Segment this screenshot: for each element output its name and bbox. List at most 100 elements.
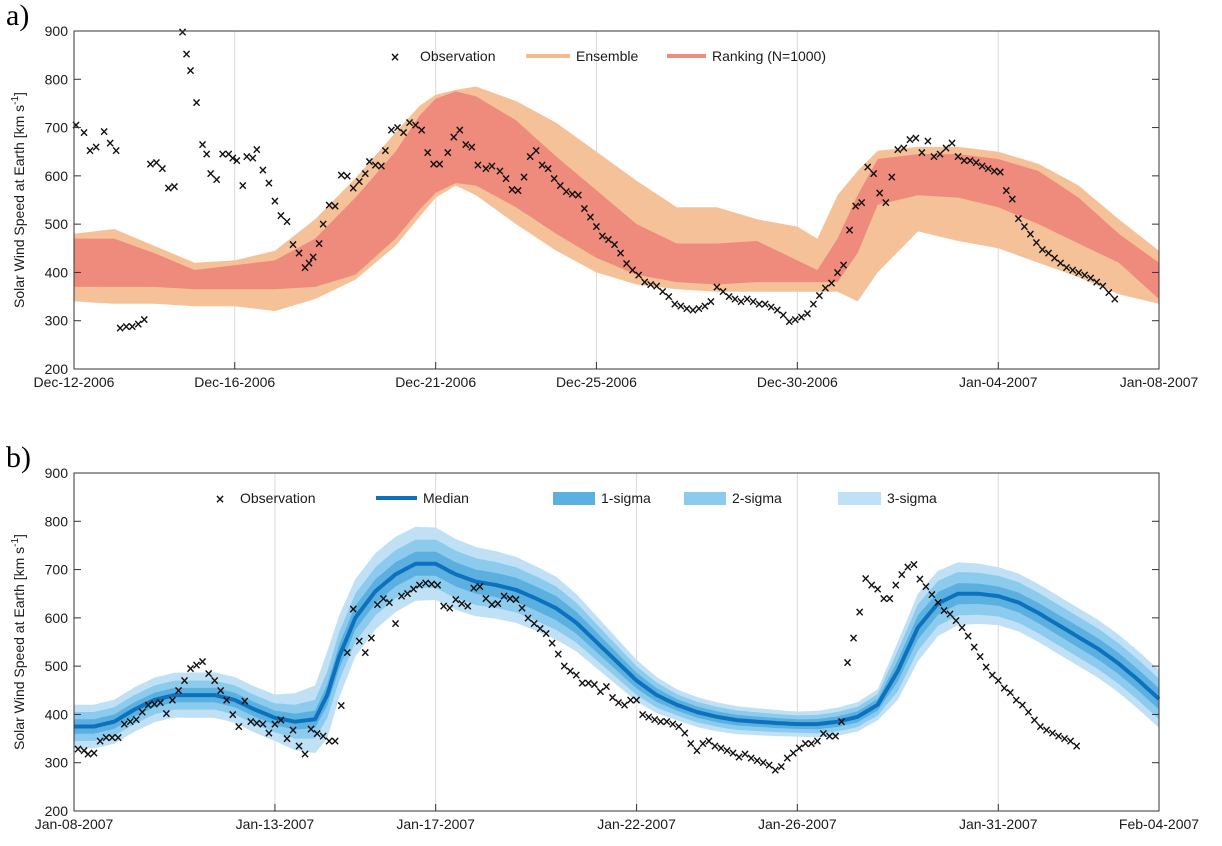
observation-point: × bbox=[487, 159, 497, 173]
observation-point: × bbox=[232, 153, 242, 167]
observation-point: × bbox=[764, 758, 774, 772]
x-tick-label: Dec-16-2006 bbox=[194, 374, 275, 390]
observation-point: × bbox=[622, 257, 632, 271]
observation-point: × bbox=[686, 736, 696, 750]
observation-point: × bbox=[429, 157, 439, 171]
legend-label: Median bbox=[423, 490, 469, 506]
observation-point: × bbox=[658, 285, 668, 299]
observation-point: × bbox=[364, 154, 374, 168]
observation-point: × bbox=[342, 169, 352, 183]
observation-point: × bbox=[917, 146, 927, 160]
observation-point: × bbox=[398, 125, 408, 139]
observation-point: × bbox=[869, 166, 879, 180]
observation-point: × bbox=[790, 313, 800, 327]
observation-point: × bbox=[945, 607, 955, 621]
observation-point: × bbox=[758, 756, 768, 770]
observation-point: × bbox=[312, 727, 322, 741]
observation-point: × bbox=[324, 734, 334, 748]
observation-point: × bbox=[609, 237, 619, 251]
observation-point: × bbox=[909, 558, 919, 572]
observation-point: × bbox=[258, 717, 268, 731]
observation-point: × bbox=[975, 649, 985, 663]
observation-point: × bbox=[463, 599, 473, 613]
y-tick-label: 200 bbox=[45, 803, 69, 819]
observation-point: × bbox=[716, 741, 726, 755]
observation-point: × bbox=[832, 265, 842, 279]
chart-panel-b: ××××××××××××××××××××××××××××××××××××××××… bbox=[6, 441, 1199, 832]
observation-point: × bbox=[1041, 723, 1051, 737]
observation-point: × bbox=[306, 722, 316, 736]
observation-point: × bbox=[264, 726, 274, 740]
observation-point: × bbox=[632, 693, 642, 707]
observation-point: × bbox=[517, 601, 527, 615]
observation-point: × bbox=[224, 147, 234, 161]
y-tick-label: 500 bbox=[45, 216, 69, 232]
observation-point: × bbox=[555, 179, 565, 193]
observation-point: × bbox=[252, 716, 262, 730]
observation-point: × bbox=[99, 124, 109, 138]
band-ranking-n-1000- bbox=[74, 91, 1159, 300]
observation-point: × bbox=[818, 727, 828, 741]
observation-point: × bbox=[294, 246, 304, 260]
observation-point: × bbox=[137, 705, 147, 719]
observation-point: × bbox=[802, 306, 812, 320]
observation-point: × bbox=[386, 123, 396, 137]
legend-label: Ensemble bbox=[576, 48, 638, 64]
observation-point: × bbox=[415, 578, 425, 592]
observation-point: × bbox=[824, 729, 834, 743]
observation-point: × bbox=[173, 683, 183, 697]
observation-point: × bbox=[688, 303, 698, 317]
observation-point: × bbox=[903, 560, 913, 574]
observation-point: × bbox=[493, 596, 503, 610]
observation-point: × bbox=[252, 142, 262, 156]
observation-point: × bbox=[433, 578, 443, 592]
observation-point: × bbox=[481, 162, 491, 176]
observation-point: × bbox=[646, 278, 656, 292]
observation-point: × bbox=[748, 294, 758, 308]
observation-point: × bbox=[923, 134, 933, 148]
observation-point: × bbox=[499, 589, 509, 603]
observation-point: × bbox=[567, 187, 577, 201]
observation-point: × bbox=[595, 684, 605, 698]
observation-point: × bbox=[1056, 256, 1066, 270]
observation-point: × bbox=[300, 747, 310, 761]
panel-label: a) bbox=[6, 0, 29, 32]
legend: × Observation Median 1-sigma 2-sigma 3-sigma bbox=[215, 490, 937, 506]
observation-point: × bbox=[473, 158, 483, 172]
observation-point: × bbox=[145, 157, 155, 171]
observation-point: × bbox=[706, 294, 716, 308]
observation-point: × bbox=[899, 141, 909, 155]
observation-point: × bbox=[650, 712, 660, 726]
observation-point: × bbox=[396, 589, 406, 603]
observation-point: × bbox=[167, 693, 177, 707]
observation-point: × bbox=[963, 629, 973, 643]
observation-point: × bbox=[403, 587, 413, 601]
observation-point: × bbox=[177, 25, 187, 39]
observation-point: × bbox=[270, 194, 280, 208]
observation-point: × bbox=[270, 717, 280, 731]
observation-point: × bbox=[336, 168, 346, 182]
observation-point: × bbox=[248, 151, 258, 165]
observation-point: × bbox=[911, 131, 921, 145]
observation-point: × bbox=[881, 195, 891, 209]
observation-point: × bbox=[392, 121, 402, 135]
observation-point: × bbox=[282, 215, 292, 229]
panel-label: b) bbox=[6, 441, 31, 474]
observation-point: × bbox=[537, 158, 547, 172]
observation-point: × bbox=[354, 634, 364, 648]
observation-point: × bbox=[628, 263, 638, 277]
observation-point: × bbox=[698, 736, 708, 750]
observation-point: × bbox=[202, 147, 212, 161]
observation-point: × bbox=[519, 170, 529, 184]
observation-point: × bbox=[752, 753, 762, 767]
y-axis-label: Solar Wind Speed at Earth [km s-1] bbox=[10, 534, 27, 750]
legend: × Observation Ensemble Ranking (N=1000) bbox=[390, 48, 826, 64]
observation-point: × bbox=[276, 208, 286, 222]
observation-point: × bbox=[246, 715, 256, 729]
observation-point: × bbox=[867, 578, 877, 592]
observation-point: × bbox=[115, 321, 125, 335]
observation-point: × bbox=[541, 626, 551, 640]
observation-point: × bbox=[282, 732, 292, 746]
observation-point: × bbox=[1092, 275, 1102, 289]
observation-point: × bbox=[788, 746, 798, 760]
